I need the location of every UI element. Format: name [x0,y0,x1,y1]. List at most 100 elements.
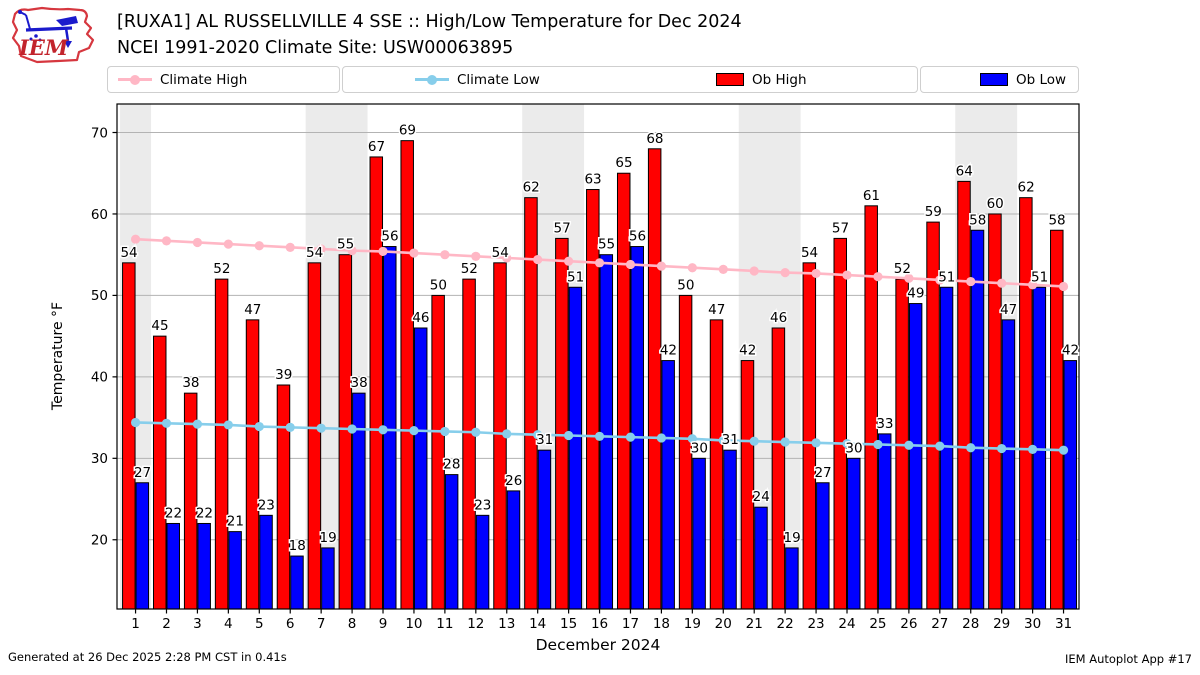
x-tick-label: 18 [653,616,670,632]
ob-high-bar [555,237,569,610]
x-tick-label: 2 [162,616,171,632]
x-tick-label: 6 [286,616,295,632]
climate-marker [130,417,141,428]
logo-text: IEM [18,35,69,60]
chart-titles: [RUXA1] AL RUSSELLVILLE 4 SSE :: High/Lo… [117,9,742,61]
climate-marker [440,250,450,260]
x-tick-label: 19 [684,616,701,632]
climate-marker [842,270,852,280]
ob-low-bar [321,547,335,610]
climate-marker [502,429,512,439]
x-tick-label: 13 [498,616,515,632]
ob-high-value-label: 57 [832,220,849,236]
climate-marker [192,237,203,248]
x-tick-label: 8 [348,616,357,632]
x-tick-label: 1 [131,616,140,632]
climate-marker [1028,280,1038,290]
ob-high-bar [245,319,260,610]
ob-high-value-label: 57 [554,220,571,236]
ob-low-value-label: 28 [443,457,460,473]
climate-marker [625,432,636,442]
climate-marker [718,435,728,445]
ob-low-value-label: 19 [784,530,801,546]
ob-high-value-label: 42 [739,343,756,359]
ob-high-bar [957,180,971,610]
ob-high-value-label: 68 [646,131,663,147]
x-tick-label: 17 [622,616,639,632]
legend-item-ob-high: Ob High [716,66,807,93]
climate-marker [316,423,326,433]
ob-high-value-label: 52 [461,261,478,277]
climate-marker [254,241,264,251]
ob-high-bar [802,262,817,610]
x-tick-label: 16 [591,616,608,632]
x-tick-label: 25 [869,616,886,632]
value-labels: 54 27 45 22 38 22 52 21 47 23 39 18 54 19 55 38 67 56 69 46… [119,121,1081,555]
y-tick-label: 50 [91,288,108,304]
ob-high-value-label: 52 [894,261,911,277]
generated-timestamp: Generated at 26 Dec 2025 2:28 PM CST in … [8,650,287,664]
ob-high-value-label: 65 [615,155,632,171]
ob-high-bar [214,278,229,610]
ob-low-value-label: 47 [1000,302,1017,318]
ob-low-value-label: 22 [165,505,182,521]
ob-low-value-label: 42 [1062,343,1079,359]
ob-low-value-label: 21 [227,514,244,530]
x-tick-label: 5 [255,616,264,632]
climate-marker [811,438,821,448]
ob-low-bar [661,360,675,610]
climate-marker [594,258,605,268]
climate-marker [533,430,543,440]
ob-high-bar [647,148,662,610]
ob-high-bar [1019,197,1033,610]
ob-high-bar [833,237,848,610]
ob-low-bar [259,514,273,610]
ob-low-bar [847,457,861,610]
ob-low-value-label: 19 [320,530,337,546]
climate-marker [223,239,233,249]
climate-marker [687,434,697,444]
ob-high-value-label: 69 [399,123,416,139]
ob-high-value-label: 60 [987,196,1004,212]
climate-marker [378,246,388,257]
climate-marker [1058,445,1069,455]
y-tick-label: 40 [91,370,108,386]
ob-high-bar [462,278,476,610]
climate-marker [873,439,883,450]
ob-high-bar [276,384,291,610]
climate-marker [1058,281,1069,292]
ob-high-value-label: 67 [368,139,385,155]
x-tick-label: 10 [405,616,422,632]
x-tick-label: 23 [807,616,824,632]
ob-low-value-label: 31 [722,432,739,448]
ob-low-value-label: 31 [536,432,553,448]
climate-marker [440,426,450,437]
ob-low-bar [413,327,428,610]
ob-low-bar [723,449,737,610]
app-credit: IEM Autoplot App #17 [1064,652,1192,666]
climate-marker [966,443,976,453]
ob-high-value-label: 63 [584,172,601,188]
climate-marker [997,278,1007,288]
x-tick-label: 11 [436,616,453,632]
ob-low-value-label: 22 [196,505,213,521]
plot-border [116,103,1080,610]
ob-low-value-label: 27 [814,465,831,481]
climate-marker [780,437,790,447]
ob-low-value-label: 24 [753,489,770,505]
y-tick-label: 30 [91,451,108,467]
ob-low-value-label: 23 [474,497,491,513]
ob-low-bar [1001,319,1016,610]
climate-marker [780,268,790,278]
climate-marker [656,261,667,271]
climate-marker [192,419,203,429]
climate-marker [471,251,481,261]
ob-low-value-label: 51 [938,269,955,285]
x-tick-label: 28 [962,616,979,632]
x-tick-label: 22 [777,616,794,632]
climate-marker [347,424,357,434]
climate-marker [687,263,697,273]
legend-item-ob-low: Ob Low [980,66,1066,93]
legend-label: Ob High [752,71,807,88]
